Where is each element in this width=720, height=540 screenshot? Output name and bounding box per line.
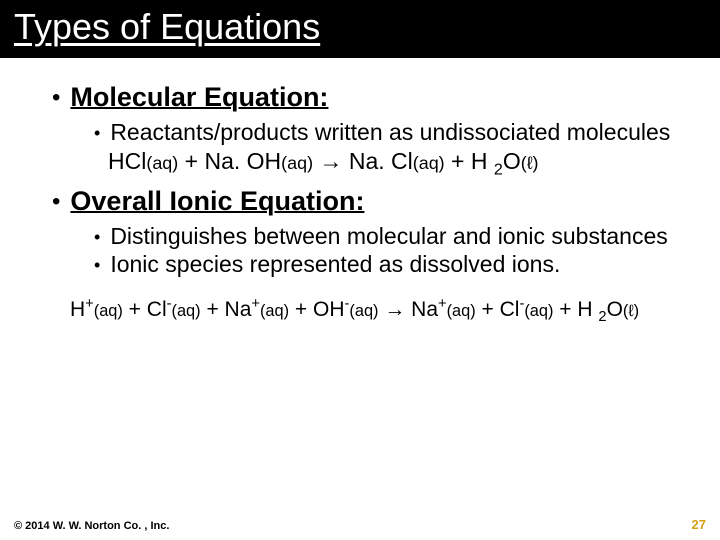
section-heading: Molecular Equation: <box>70 82 328 113</box>
bullet-dot-icon: • <box>52 82 60 114</box>
ionic-equation: H+(aq) + Cl-(aq) + Na+(aq) + OH-(aq) → N… <box>70 295 690 327</box>
slide-title: Types of Equations <box>0 6 720 48</box>
copyright-text: © 2014 W. W. Norton Co. , Inc. <box>14 520 169 532</box>
sub-bullet-text: Reactants/products written as undissocia… <box>110 119 670 147</box>
sub-bullet-row: • Reactants/products written as undissoc… <box>94 119 690 147</box>
sub-bullet-row: • Distinguishes between molecular and io… <box>94 223 690 251</box>
sub-bullet-row: • Ionic species represented as dissolved… <box>94 251 690 279</box>
page-number: 27 <box>692 517 706 532</box>
molecular-equation: HCl(aq) + Na. OH(aq) → Na. Cl(aq) + H 2O… <box>108 147 690 180</box>
sub-bullet-text: Ionic species represented as dissolved i… <box>110 251 560 279</box>
section-heading-row: • Overall Ionic Equation: <box>52 186 690 221</box>
bullet-dot-icon: • <box>94 119 100 147</box>
slide-footer: © 2014 W. W. Norton Co. , Inc. 27 <box>0 517 720 532</box>
bullet-dot-icon: • <box>52 186 60 218</box>
slide-content: • Molecular Equation: • Reactants/produc… <box>0 58 720 327</box>
sub-bullet-text: Distinguishes between molecular and ioni… <box>110 223 667 251</box>
bullet-dot-icon: • <box>94 223 100 251</box>
bullet-dot-icon: • <box>94 251 100 279</box>
section-heading: Overall Ionic Equation: <box>70 186 364 217</box>
section-heading-row: • Molecular Equation: <box>52 82 690 117</box>
title-bar: Types of Equations <box>0 0 720 58</box>
